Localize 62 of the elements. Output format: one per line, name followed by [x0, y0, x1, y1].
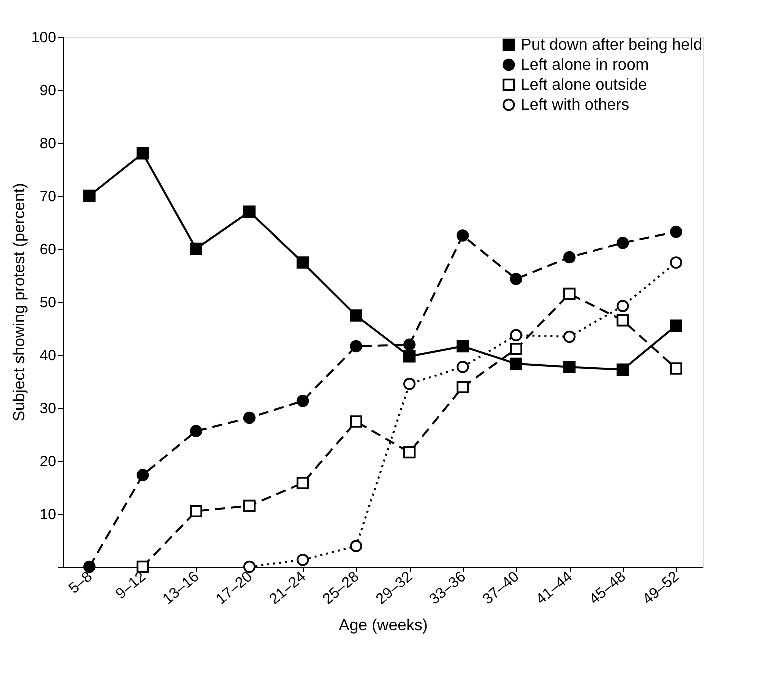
y-tick-label: 100	[31, 30, 56, 46]
point	[564, 361, 576, 374]
y-tick-label: 80	[40, 136, 56, 152]
x-tick-label: 5–8	[66, 568, 96, 598]
point	[456, 381, 470, 394]
point	[456, 361, 470, 374]
point	[350, 340, 362, 353]
point	[510, 273, 522, 286]
point	[244, 560, 256, 574]
y-tick-label: 10	[40, 506, 56, 524]
x-tick-label: 9–12	[112, 568, 150, 603]
point	[616, 314, 630, 327]
point	[350, 416, 362, 428]
point	[84, 190, 96, 202]
point	[244, 500, 256, 512]
point	[136, 147, 150, 160]
point	[136, 469, 150, 482]
point	[616, 237, 630, 250]
point	[350, 310, 362, 322]
point	[670, 256, 682, 269]
y-tick-label: 90	[40, 82, 56, 100]
point	[84, 560, 96, 574]
point	[456, 340, 470, 353]
point	[296, 477, 310, 490]
legend-label: Left with others	[521, 97, 630, 114]
point	[190, 425, 202, 438]
y-tick-label: 30	[40, 400, 56, 418]
y-tick-label: 20	[40, 454, 56, 470]
point	[244, 206, 256, 218]
point	[456, 230, 470, 242]
point	[510, 329, 522, 342]
point	[616, 364, 630, 376]
point	[350, 540, 362, 552]
point	[670, 320, 682, 332]
point	[404, 350, 416, 363]
point	[296, 554, 310, 566]
point	[404, 338, 416, 352]
point	[510, 343, 522, 356]
y-tick-label: 50	[40, 294, 56, 312]
point	[670, 226, 682, 238]
point	[616, 300, 630, 312]
y-axis-title: Subject showing protest (percent)	[11, 183, 28, 422]
point	[404, 446, 416, 459]
point	[670, 362, 682, 375]
point	[564, 288, 576, 300]
legend-label: Put down after being held	[521, 37, 702, 54]
y-tick-label: 40	[40, 348, 56, 364]
point	[564, 330, 576, 344]
point	[190, 242, 202, 256]
y-tick-label: 70	[40, 188, 56, 206]
legend-label: Left alone outside	[521, 77, 648, 94]
point	[190, 505, 202, 518]
point	[296, 256, 310, 269]
legend-label: Left alone in room	[521, 57, 650, 74]
x-axis-title: Age (weeks)	[339, 617, 428, 634]
y-tick-label: 60	[40, 242, 56, 258]
point	[244, 412, 256, 424]
point	[296, 394, 310, 408]
point	[510, 358, 522, 370]
point	[564, 251, 576, 264]
point	[136, 560, 150, 574]
point	[404, 378, 416, 390]
